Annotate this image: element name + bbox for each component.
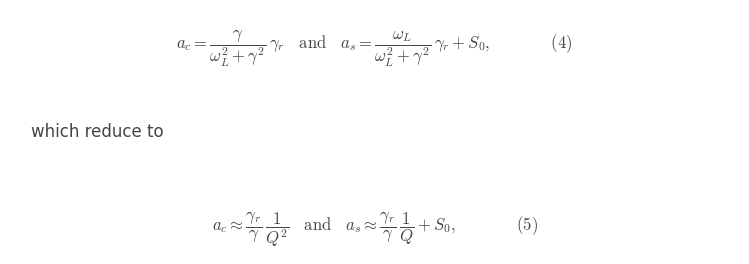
Text: which reduce to: which reduce to — [31, 123, 164, 141]
Text: $a_c = \dfrac{\gamma}{\omega_L^2 + \gamma^2}\, \gamma_r \quad \mathrm{and} \quad: $a_c = \dfrac{\gamma}{\omega_L^2 + \gamm… — [176, 28, 573, 69]
Text: $a_c \approx \dfrac{\gamma_r}{\gamma}\, \dfrac{1}{Q^2} \quad \mathrm{and} \quad : $a_c \approx \dfrac{\gamma_r}{\gamma}\, … — [211, 209, 538, 249]
